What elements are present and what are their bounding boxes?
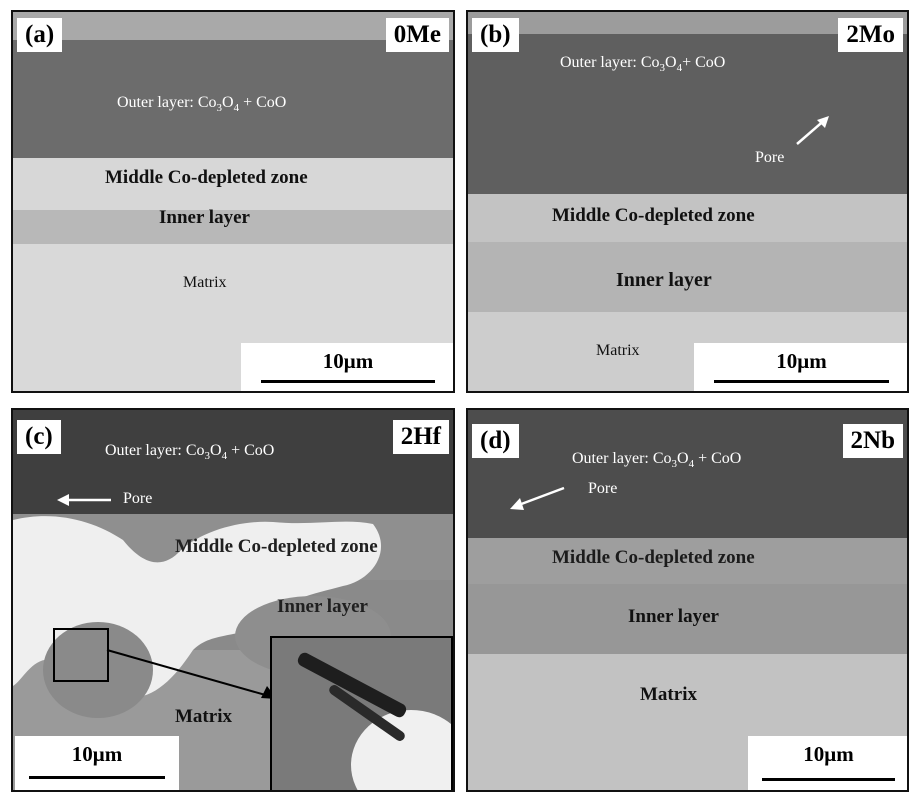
inner-layer-label: Inner layer <box>628 606 719 627</box>
panel-letter: (d) <box>472 424 519 458</box>
scale-bar-label: 10μm <box>803 742 854 766</box>
alloy-label: 0Me <box>385 18 449 52</box>
inner-layer <box>13 210 453 244</box>
matrix-label: Matrix <box>175 706 232 727</box>
middle-zone-label: Middle Co-depleted zone <box>552 205 755 226</box>
scale-bar-label: 10μm <box>776 349 827 373</box>
outer-oxide-layer <box>13 410 453 514</box>
scale-bar-line <box>261 380 435 383</box>
panel-c-2hf: (c) 2Hf Outer layer: Co3O4 + CoO Pore Mi… <box>11 408 455 792</box>
outer-layer-label: Outer layer: Co3O4 + CoO <box>117 94 287 115</box>
zoom-arrow-icon <box>106 649 277 699</box>
panel-b-2mo: (b) 2Mo Outer layer: Co3O4+ CoO Pore Mid… <box>466 10 909 393</box>
pore-label: Pore <box>755 149 785 166</box>
inner-layer-label: Inner layer <box>616 269 712 291</box>
middle-zone-label: Middle Co-depleted zone <box>105 167 308 188</box>
pore-label: Pore <box>588 480 618 497</box>
alloy-label: 2Hf <box>392 420 449 454</box>
panel-letter: (c) <box>17 420 61 454</box>
pore-label: Pore <box>123 490 153 507</box>
panel-letter: (a) <box>17 18 63 52</box>
outer-layer-label: Outer layer: Co3O4 + CoO <box>105 442 275 463</box>
inner-layer-label: Inner layer <box>159 207 250 228</box>
middle-co-depleted-zone <box>468 194 907 242</box>
scale-bar-box: 10μm <box>748 736 907 790</box>
outer-layer-label: Outer layer: Co3O4+ CoO <box>560 54 726 75</box>
outer-oxide-layer <box>13 40 453 158</box>
middle-zone-label: Middle Co-depleted zone <box>175 536 378 557</box>
outer-oxide-layer <box>468 34 907 194</box>
scale-bar-line <box>762 778 895 781</box>
zoom-source-box <box>53 628 109 682</box>
scale-bar-box: 10μm <box>241 343 453 391</box>
scale-bar-line <box>29 776 165 779</box>
zoom-inset-image <box>270 636 453 790</box>
panel-d-2nb: (d) 2Nb Outer layer: Co3O4 + CoO Pore Mi… <box>466 408 909 792</box>
outer-layer-label: Outer layer: Co3O4 + CoO <box>572 450 742 471</box>
scale-bar-line <box>714 380 889 383</box>
matrix-label: Matrix <box>640 684 697 705</box>
panel-a-0me: (a) 0Me Outer layer: Co3O4 + CoO Middle … <box>11 10 455 393</box>
pore-arrow-icon <box>796 116 829 145</box>
alloy-label: 2Nb <box>842 424 903 458</box>
scale-bar-box: 10μm <box>694 343 907 391</box>
middle-co-depleted-zone <box>13 158 453 210</box>
panel-letter: (b) <box>472 18 519 52</box>
inner-layer <box>468 584 907 654</box>
scale-bar-box: 10μm <box>15 736 179 790</box>
matrix-label: Matrix <box>183 274 227 291</box>
scale-bar-label: 10μm <box>71 742 123 766</box>
inner-layer-label: Inner layer <box>277 596 368 617</box>
middle-co-depleted-zone <box>468 538 907 584</box>
alloy-label: 2Mo <box>838 18 903 52</box>
scale-bar-label: 10μm <box>322 349 374 373</box>
outer-oxide-layer <box>468 410 907 538</box>
inset-bright-particle <box>351 710 451 790</box>
pore-arrow-icon <box>57 494 111 506</box>
inner-layer <box>468 242 907 312</box>
matrix-label: Matrix <box>596 342 640 359</box>
middle-zone-label: Middle Co-depleted zone <box>552 547 755 568</box>
pore-arrow-icon <box>510 486 565 510</box>
